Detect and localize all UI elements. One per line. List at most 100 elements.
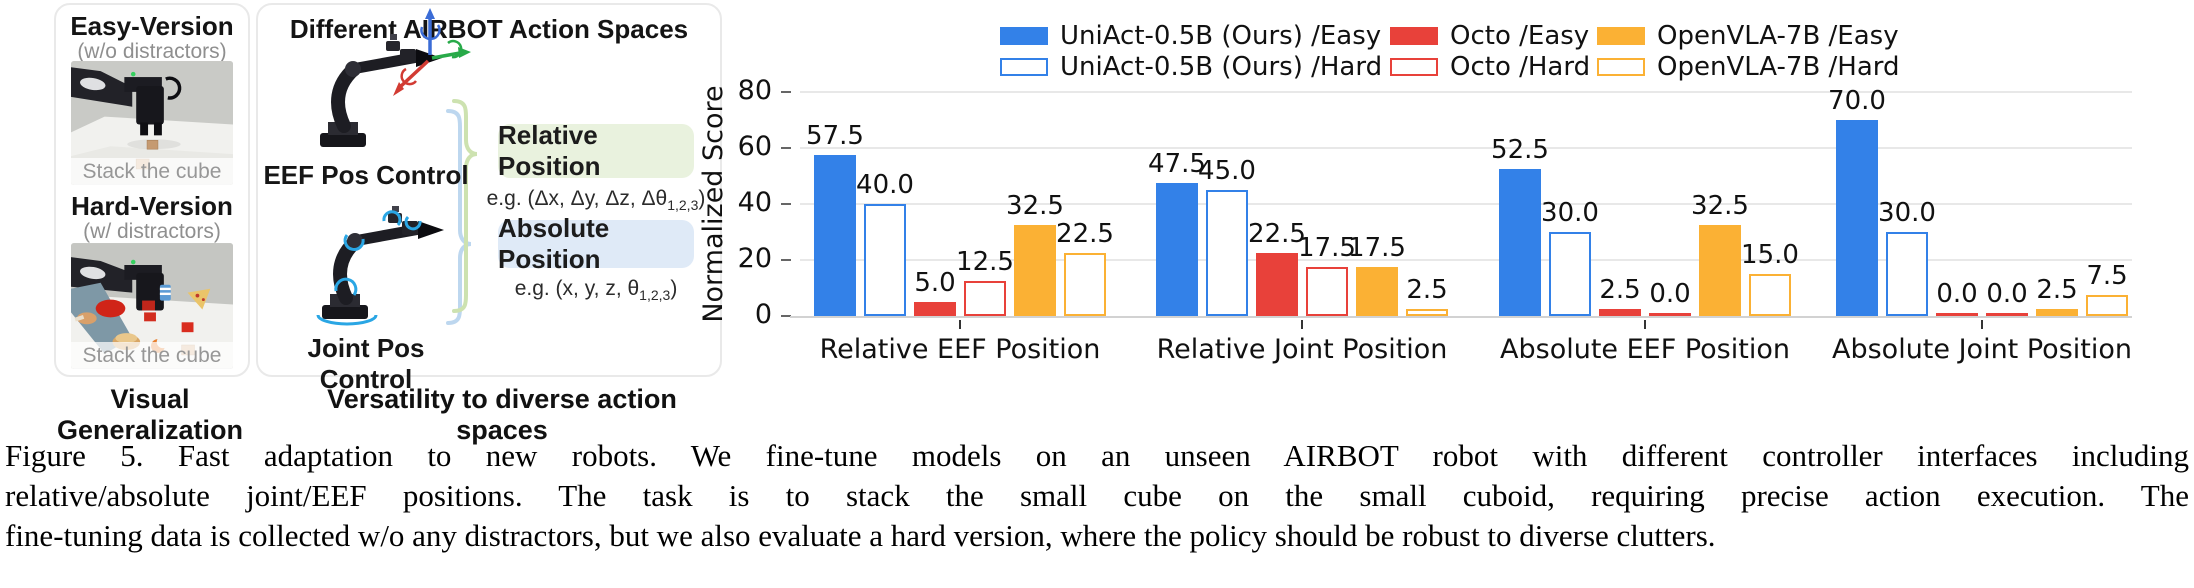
bar-value-label: 22.5 [1248, 219, 1306, 249]
easy-version-subtitle: (w/o distractors) [77, 40, 227, 63]
absolute-position-label: Absolute Position [498, 213, 610, 274]
gridline [800, 91, 2132, 93]
y-tick-mark [781, 315, 791, 317]
bar [1206, 190, 1248, 316]
x-tick-mark [1301, 320, 1303, 329]
bar [1256, 253, 1298, 316]
bar-value-label: 47.5 [1148, 149, 1206, 179]
bar [1936, 313, 1978, 316]
bar-value-label: 30.0 [1541, 198, 1599, 228]
y-tick-label: 60 [737, 131, 772, 162]
bar [1406, 309, 1448, 316]
caption-line-3: fine-tuning data is collected w/o any di… [5, 518, 1716, 553]
x-category-label: Relative Joint Position [1156, 334, 1448, 365]
figure-caption: Figure 5. Fast adaptation to new robots.… [5, 436, 2189, 556]
x-axis-line [790, 316, 2132, 318]
bar-value-label: 0.0 [1649, 279, 1691, 309]
legend-swatch [1390, 58, 1438, 76]
bar-chart: 0 20 40 60 80 Relative EEF Position Relative J… [737, 21, 2132, 365]
action-spaces-card: Different AIRBOT Action Spaces [256, 3, 722, 394]
bar [914, 302, 956, 316]
action-spaces-diagram [316, 8, 478, 326]
relative-position-label: Relative Position [498, 120, 601, 181]
bar [2086, 295, 2128, 316]
y-tick-mark [781, 147, 791, 149]
visual-generalization-label: Visual Generalization [56, 384, 244, 445]
legend-label: Octo /Easy [1450, 21, 1590, 51]
action-spaces-title: Different AIRBOT Action Spaces [289, 14, 689, 44]
easy-task-caption: Stack the cube [71, 158, 233, 185]
bar-value-label: 5.0 [914, 268, 956, 298]
legend-swatch [1597, 58, 1645, 76]
bar-value-label: 32.5 [1006, 191, 1064, 221]
x-category-label: Absolute EEF Position [1500, 334, 1790, 365]
bar [2036, 309, 2078, 316]
legend-swatch [1390, 27, 1438, 45]
easy-version-photo: Stack the cube [71, 61, 233, 185]
legend-label: OpenVLA-7B /Easy [1657, 21, 1899, 51]
bar-value-label: 2.5 [2036, 275, 2078, 305]
y-tick-label: 0 [754, 299, 772, 330]
hard-task-caption: Stack the cube [71, 342, 233, 369]
bar-value-label: 0.0 [1986, 279, 2028, 309]
bar [1156, 183, 1198, 316]
bar [1649, 313, 1691, 316]
bar [1749, 274, 1791, 316]
x-category-label: Absolute Joint Position [1832, 334, 2132, 365]
bar [1306, 267, 1348, 316]
bar-value-label: 52.5 [1491, 135, 1549, 165]
relative-position-example: e.g. (Δx, Δy, Δz, Δθ1,2,3) [486, 187, 706, 214]
bar-value-label: 45.0 [1198, 156, 1256, 186]
bar [1986, 313, 2028, 316]
gridline [800, 203, 2132, 205]
y-tick-label: 80 [737, 75, 772, 106]
legend-swatch [1000, 27, 1048, 45]
bar-value-label: 0.0 [1936, 279, 1978, 309]
bar-value-label: 40.0 [856, 170, 914, 200]
bar-value-label: 57.5 [806, 121, 864, 151]
bar [864, 204, 906, 316]
versatility-label: Versatility to diverse action spaces [327, 384, 677, 445]
bar [1699, 225, 1741, 316]
bar-value-label: 22.5 [1056, 219, 1114, 249]
bar [1064, 253, 1106, 316]
y-tick-label: 40 [737, 187, 772, 218]
gridline [800, 147, 2132, 149]
bar-value-label: 12.5 [956, 247, 1014, 277]
bar-value-label: 15.0 [1741, 240, 1799, 270]
absolute-position-box: Absolute Position [498, 213, 694, 274]
bar [1599, 309, 1641, 316]
caption-line-1: Figure 5. Fast adaptation to new robots.… [5, 438, 2189, 473]
caption-line-2: relative/absolute joint/EEF positions. T… [5, 478, 2189, 513]
x-tick-mark [959, 320, 961, 329]
legend-swatch [1000, 58, 1048, 76]
absolute-position-example: e.g. (x, y, z, θ1,2,3) [514, 277, 678, 304]
y-tick-mark [781, 203, 791, 205]
bar-value-label: 7.5 [2086, 261, 2128, 291]
bar-value-label: 30.0 [1878, 198, 1936, 228]
bar-value-label: 2.5 [1406, 275, 1448, 305]
eef-pos-control-label: EEF Pos Control [263, 160, 469, 190]
bar [1549, 232, 1591, 316]
bar-value-label: 2.5 [1599, 275, 1641, 305]
bar-value-label: 70.0 [1828, 86, 1886, 116]
joint-pos-control-label: Joint Pos Control [307, 333, 425, 394]
legend-label: OpenVLA-7B /Hard [1657, 52, 1900, 82]
bar [1836, 120, 1878, 316]
y-tick-mark [781, 91, 791, 93]
bar-value-label: 17.5 [1348, 233, 1406, 263]
gridline [800, 259, 2132, 261]
y-tick-mark [781, 259, 791, 261]
legend-label: UniAct-0.5B (Ours) /Easy [1060, 21, 1382, 51]
bar [1886, 232, 1928, 316]
y-tick-label: 20 [737, 243, 772, 274]
hard-version-subtitle: (w/ distractors) [83, 220, 221, 243]
bar [814, 155, 856, 316]
hard-version-title: Hard-Version [71, 191, 233, 221]
bar-value-label: 17.5 [1298, 233, 1356, 263]
hard-version-photo: Stack the cube [71, 243, 233, 369]
x-category-label: Relative EEF Position [819, 334, 1101, 365]
relative-position-box: Relative Position [498, 120, 694, 181]
x-tick-mark [1981, 320, 1983, 329]
